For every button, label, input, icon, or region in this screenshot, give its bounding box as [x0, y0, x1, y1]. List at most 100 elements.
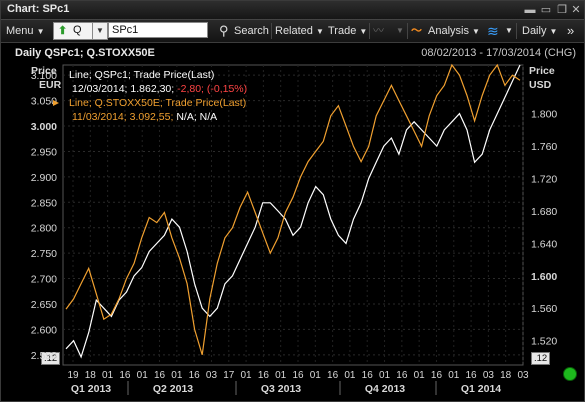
day-tick-label: 01 — [379, 370, 391, 381]
chevron-down-icon: ▼ — [315, 27, 324, 36]
right-tick-label: 1.760 — [531, 141, 557, 153]
legend-series-1-change: -2,80; (-0,15%) — [177, 83, 248, 95]
series-line-Q.STOXX50E — [65, 63, 521, 355]
quarter-label: Q4 2013 — [365, 383, 405, 395]
date-range: 08/02/2013 - 17/03/2014 (CHG) — [421, 47, 576, 59]
day-tick-label: 16 — [362, 370, 374, 381]
ric-dropdown-button[interactable]: ▼ — [92, 22, 108, 40]
day-tick-label: 18 — [85, 370, 97, 381]
price-chart[interactable]: 3.100 3.050 3.000 2.950 2.900 2.850 2.800 2.750… — [1, 43, 584, 401]
day-tick-label: 16 — [431, 370, 443, 381]
day-tick-label: 19 — [67, 370, 79, 381]
chevron-down-icon[interactable]: ▼ — [505, 26, 513, 35]
related-label: Related — [275, 25, 313, 37]
right-tick-label: 1.800 — [531, 109, 557, 121]
trade-label: Trade — [328, 25, 357, 37]
day-tick-label: 16 — [292, 370, 304, 381]
left-tick-label: 3.100 — [31, 70, 57, 82]
day-tick-label: 01 — [344, 370, 356, 381]
chevron-down-icon: ▼ — [549, 27, 558, 36]
ric-prefix-box[interactable]: ⬆ Q — [53, 22, 93, 40]
legend-series-2-na: N/A; N/A — [176, 111, 218, 123]
day-tick-label: 01 — [102, 370, 114, 381]
search-icon: ⚲ — [219, 23, 229, 38]
quarter-label: Q3 2013 — [261, 383, 301, 395]
divider — [516, 23, 517, 39]
divider — [407, 23, 408, 39]
toolbar: Menu ▼ ⬆ Q ▼ ⚲ Search Related ▼ Trade ▼ … — [1, 20, 584, 43]
day-tick-label: 01 — [448, 370, 460, 381]
left-tick-label: 2.750 — [31, 248, 57, 260]
close-icon[interactable]: ✕ — [571, 4, 581, 16]
left-tick-label: 2.700 — [31, 274, 57, 286]
day-tick-label: 16 — [466, 370, 478, 381]
window-title: Chart: SPc1 — [7, 3, 70, 15]
chevron-down-icon: ▼ — [396, 26, 404, 35]
minimize-icon[interactable]: ▬ — [524, 4, 536, 16]
related-button[interactable]: Related ▼ — [275, 23, 324, 39]
trade-button[interactable]: Trade ▼ — [328, 23, 367, 39]
left-tick-label: 2.650 — [31, 299, 57, 311]
quarter-label: Q2 2013 — [153, 383, 193, 395]
day-tick-label: 16 — [119, 370, 131, 381]
legend-series-2-price: 11/03/2014; 3.092,55; — [72, 111, 174, 123]
search-button[interactable]: Search — [234, 25, 269, 37]
left-tick-label: 2.900 — [31, 172, 57, 184]
interval-label: Daily — [522, 25, 547, 37]
day-tick-label: 17 — [223, 370, 235, 381]
day-tick-label: 18 — [500, 370, 512, 381]
legend-series-1: Line; QSPc1; Trade Price(Last) — [69, 68, 247, 82]
chevron-down-icon: ▼ — [36, 27, 45, 36]
analysis-button[interactable]: Analysis ▼ — [428, 23, 480, 39]
left-axis-badge: .12 — [41, 352, 61, 365]
legend-series-2-label: Line; Q.STOXX50E; Trade Price(Last) — [69, 97, 247, 109]
day-tick-label: 01 — [310, 370, 322, 381]
right-tick-label: 1.600 — [531, 271, 557, 283]
day-tick-label: 16 — [327, 370, 339, 381]
day-tick-label: 01 — [171, 370, 183, 381]
linechart-disabled-icon: 〰 — [373, 25, 384, 37]
waves-icon[interactable]: ≋ — [487, 23, 499, 39]
left-tick-label: 2.950 — [31, 146, 57, 158]
chart-area[interactable]: Daily QSPc1; Q.STOXX50E 08/02/2013 - 17/… — [1, 43, 584, 401]
day-tick-label: 01 — [137, 370, 149, 381]
quarter-label: Q1 2013 — [71, 383, 111, 395]
day-tick-label: 01 — [241, 370, 253, 381]
right-tick-label: 1.520 — [531, 336, 557, 348]
day-tick-label: 03 — [483, 370, 495, 381]
left-tick-label: 2.850 — [31, 197, 57, 209]
day-tick-label: 03 — [206, 370, 218, 381]
left-axis-unit: EUR — [39, 79, 62, 91]
maximize-icon[interactable]: ▭ — [540, 4, 552, 16]
left-axis-title: Price — [31, 65, 57, 77]
menu-button[interactable]: Menu ▼ — [6, 23, 45, 39]
ric-input[interactable] — [108, 22, 208, 38]
day-tick-label: 16 — [258, 370, 270, 381]
right-axis-title: Price — [529, 65, 555, 77]
day-tick-label: 01 — [414, 370, 426, 381]
overflow-menu-icon[interactable]: » — [567, 23, 575, 38]
chevron-down-icon: ▼ — [472, 27, 480, 36]
left-axis-marker — [53, 100, 59, 106]
day-tick-label: 16 — [396, 370, 408, 381]
chart-legend: Line; QSPc1; Trade Price(Last) 12/03/201… — [69, 68, 247, 124]
right-axis-badge: .12 — [531, 352, 551, 365]
chart-title: Daily QSPc1; Q.STOXX50E — [15, 47, 155, 59]
left-tick-label: 3.050 — [31, 96, 57, 108]
right-tick-label: 1.720 — [531, 174, 557, 186]
legend-series-1-price: 12/03/2014; 1.862,30; — [72, 83, 175, 95]
menu-label: Menu — [6, 25, 34, 37]
right-tick-label: 1.640 — [531, 238, 557, 250]
quarter-label: Q1 2014 — [461, 383, 501, 395]
title-bar: Chart: SPc1 ▬ ▭ ❐ ✕ — [1, 1, 584, 20]
legend-series-1-values: 12/03/2014; 1.862,30; -2,80; (-0,15%) — [69, 82, 247, 96]
interval-button[interactable]: Daily ▼ — [522, 23, 557, 39]
connection-status-icon — [563, 367, 577, 381]
day-tick-label: 03 — [517, 370, 529, 381]
restore-icon[interactable]: ❐ — [557, 4, 567, 16]
divider — [369, 23, 370, 39]
left-tick-label: 2.800 — [31, 223, 57, 235]
legend-series-2: Line; Q.STOXX50E; Trade Price(Last) — [69, 96, 247, 110]
legend-series-1-label: Line; QSPc1; Trade Price(Last) — [69, 69, 215, 81]
analysis-icon: 〜 — [411, 25, 422, 37]
